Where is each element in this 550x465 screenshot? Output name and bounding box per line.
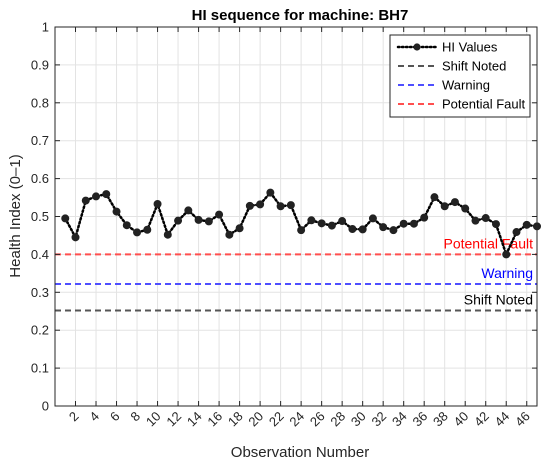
reference-line-label: Warning [481, 265, 533, 281]
data-point [122, 221, 131, 230]
series-layer [61, 188, 542, 259]
data-point [379, 223, 388, 232]
y-tick-label: 0.1 [31, 361, 49, 376]
data-point [112, 207, 121, 216]
chart-title: HI sequence for machine: BH7 [192, 7, 409, 24]
y-tick-label: 0.5 [31, 209, 49, 224]
data-point [491, 220, 500, 229]
data-point [235, 224, 244, 233]
data-point [266, 188, 275, 197]
data-point [102, 190, 111, 199]
y-tick-label: 0.9 [31, 57, 49, 72]
y-tick-label: 0.4 [31, 247, 49, 262]
y-tick-label: 0.3 [31, 285, 49, 300]
legend-label: HI Values [442, 40, 498, 55]
reference-line-label: Shift Noted [464, 291, 533, 307]
data-point [225, 230, 234, 239]
data-point [245, 201, 254, 210]
data-point [133, 228, 142, 237]
data-point [368, 214, 377, 223]
y-tick-label: 0.6 [31, 171, 49, 186]
y-tick-label: 0.2 [31, 323, 49, 338]
data-point [348, 225, 357, 234]
y-axis-label: Health Index (0–1) [7, 154, 24, 277]
data-point [399, 219, 408, 228]
data-point [297, 226, 306, 235]
data-point [174, 216, 183, 225]
data-point [461, 204, 470, 213]
legend-label: Shift Noted [442, 59, 506, 74]
y-tick-label: 0.8 [31, 95, 49, 110]
data-point [471, 216, 480, 225]
data-point [307, 216, 316, 225]
y-tick-label: 0.7 [31, 133, 49, 148]
data-point [420, 213, 429, 222]
data-point [163, 230, 172, 239]
y-tick-label: 1 [42, 20, 49, 35]
legend-label: Potential Fault [442, 97, 525, 112]
data-point [338, 217, 347, 226]
data-point [450, 198, 459, 207]
reference-line-label: Potential Fault [444, 235, 534, 251]
data-point [276, 202, 285, 211]
data-point [215, 210, 224, 219]
legend-label: Warning [442, 78, 490, 93]
data-point [409, 219, 418, 228]
data-point [286, 201, 295, 210]
x-axis-label: Observation Number [231, 444, 369, 461]
labels: HI sequence for machine: BH7 Observation… [7, 7, 408, 461]
data-point [522, 220, 531, 229]
data-point [71, 233, 80, 242]
data-point [184, 206, 193, 215]
data-point [92, 192, 101, 201]
legend: HI Values Shift Noted Warning Potential Fau… [389, 34, 531, 118]
data-point [204, 217, 213, 226]
data-point [481, 214, 490, 223]
data-point [317, 219, 326, 228]
data-point [153, 199, 162, 208]
data-point [430, 193, 439, 202]
data-point [389, 226, 398, 235]
data-point [143, 225, 152, 234]
y-tick-label: 0 [42, 399, 49, 414]
data-point [256, 200, 265, 209]
data-point [502, 250, 511, 259]
data-point [81, 196, 90, 205]
data-point [512, 228, 521, 237]
data-point [194, 215, 203, 224]
data-point [358, 225, 367, 234]
data-point [61, 214, 70, 223]
legend-swatch-marker [413, 43, 421, 51]
data-point [440, 202, 449, 211]
data-point [327, 221, 336, 230]
